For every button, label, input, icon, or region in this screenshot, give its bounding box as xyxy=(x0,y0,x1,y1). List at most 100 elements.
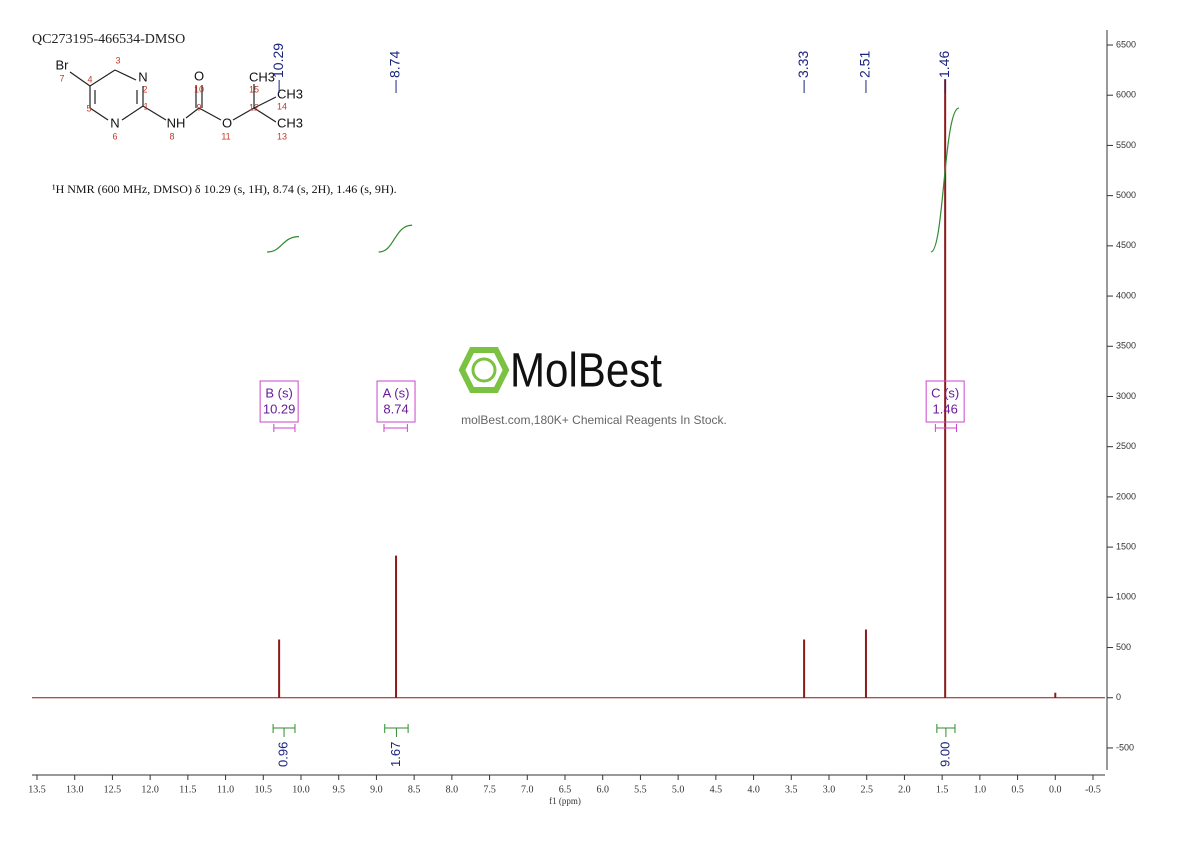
x-tick-label: 1.0 xyxy=(974,784,987,795)
x-tick-label: 7.0 xyxy=(521,784,534,795)
atom-label: Br xyxy=(56,57,70,72)
x-tick-label: 2.0 xyxy=(898,784,911,795)
y-tick-label: 2500 xyxy=(1116,441,1136,451)
atom-number: 9 xyxy=(196,102,201,112)
multiplet-shift: 10.29 xyxy=(263,401,296,416)
x-tick-label: 9.0 xyxy=(370,784,383,795)
atom-label: O xyxy=(194,68,204,83)
multiplet-shift: 1.46 xyxy=(933,401,958,416)
x-tick-label: 1.5 xyxy=(936,784,949,795)
x-tick-label: 6.5 xyxy=(559,784,572,795)
integral-curve xyxy=(378,224,413,253)
x-tick-label: 0.0 xyxy=(1049,784,1062,795)
atom-label: N xyxy=(110,115,119,130)
x-tick-label: 8.0 xyxy=(446,784,459,795)
x-tick-label: 5.0 xyxy=(672,784,685,795)
atom-label: CH3 xyxy=(277,115,303,130)
x-tick-label: 2.5 xyxy=(860,784,873,795)
y-tick-label: 3500 xyxy=(1116,341,1136,351)
x-tick-label: 3.5 xyxy=(785,784,798,795)
x-tick-label: -0.5 xyxy=(1085,784,1101,795)
x-tick-label: 9.5 xyxy=(332,784,345,795)
atom-number: 1 xyxy=(143,101,148,111)
x-tick-label: 10.0 xyxy=(292,784,310,795)
y-tick-label: 0 xyxy=(1116,692,1121,702)
integral-label: 0.96 xyxy=(275,742,290,767)
y-tick-label: 1500 xyxy=(1116,541,1136,551)
multiplet-range xyxy=(273,424,296,432)
atom-number: 8 xyxy=(169,131,174,141)
atom-label: NH xyxy=(167,115,186,130)
multiplet-name: C (s) xyxy=(931,385,959,400)
atom-number: 11 xyxy=(221,131,230,141)
y-tick-label: 6500 xyxy=(1116,39,1136,49)
y-tick-label: 4500 xyxy=(1116,240,1136,250)
structure-bonds xyxy=(69,69,277,123)
x-tick-label: 13.5 xyxy=(28,784,46,795)
y-tick-label: 6000 xyxy=(1116,90,1136,100)
y-tick-label: 500 xyxy=(1116,642,1131,652)
atom-number: 6 xyxy=(112,131,117,141)
atom-number: 3 xyxy=(115,55,120,65)
x-tick-label: 6.0 xyxy=(596,784,609,795)
x-tick-label: 5.5 xyxy=(634,784,647,795)
peak-label: 10.29 xyxy=(270,43,286,78)
atom-label: CH3 xyxy=(249,69,275,84)
atom-number: 14 xyxy=(277,101,287,111)
atom-number: 4 xyxy=(87,74,92,84)
x-tick-label: 10.5 xyxy=(255,784,273,795)
atom-label: CH3 xyxy=(277,86,303,101)
x-axis-label: f1 (ppm) xyxy=(549,796,581,806)
peak-label: 1.46 xyxy=(936,51,952,78)
multiplet-name: B (s) xyxy=(265,385,292,400)
atom-number: 7 xyxy=(59,73,64,83)
watermark-text: MolBest xyxy=(510,345,662,398)
multiplet-range xyxy=(934,424,957,432)
integral-label: 9.00 xyxy=(937,742,952,767)
atom-number: 2 xyxy=(142,84,147,94)
peak-label: 3.33 xyxy=(795,51,811,78)
atom-label: O xyxy=(222,115,232,130)
y-tick-label: -500 xyxy=(1116,742,1134,752)
y-tick-label: 1000 xyxy=(1116,592,1136,602)
integral-curve xyxy=(930,107,960,253)
peak-label: 8.74 xyxy=(387,51,403,78)
y-tick-label: 5500 xyxy=(1116,140,1136,150)
x-tick-label: 12.0 xyxy=(141,784,159,795)
watermark: MolBest molBest.com,180K+ Chemical Reage… xyxy=(458,345,727,427)
y-tick-label: 3000 xyxy=(1116,391,1136,401)
atom-number: 12 xyxy=(249,102,259,112)
x-tick-label: 12.5 xyxy=(104,784,122,795)
x-tick-label: 11.5 xyxy=(179,784,196,795)
integral-curve xyxy=(267,236,299,253)
x-tick-label: 13.0 xyxy=(66,784,84,795)
atom-number: 15 xyxy=(249,84,259,94)
multiplet-range xyxy=(383,424,408,432)
y-tick-label: 5000 xyxy=(1116,190,1136,200)
atom-label: N xyxy=(138,69,147,84)
integral-label: 1.67 xyxy=(388,742,403,767)
y-tick-label: 4000 xyxy=(1116,290,1136,300)
multiplet-box xyxy=(259,380,299,423)
x-tick-label: 0.5 xyxy=(1011,784,1024,795)
watermark-subtitle: molBest.com,180K+ Chemical Reagents In S… xyxy=(461,413,727,427)
nmr-description: ¹H NMR (600 MHz, DMSO) δ 10.29 (s, 1H), … xyxy=(52,182,397,196)
y-tick-label: 2000 xyxy=(1116,491,1136,501)
multiplet-shift: 8.74 xyxy=(383,401,408,416)
multiplet-box xyxy=(925,380,965,423)
multiplet-name: A (s) xyxy=(383,385,410,400)
x-tick-label: 7.5 xyxy=(483,784,496,795)
x-tick-label: 11.0 xyxy=(217,784,234,795)
peak-label: 2.51 xyxy=(857,51,873,78)
atom-number: 5 xyxy=(86,103,91,113)
x-tick-label: 3.0 xyxy=(823,784,836,795)
sample-title: QC273195-466534-DMSO xyxy=(32,32,185,47)
x-tick-label: 4.5 xyxy=(710,784,723,795)
atom-number: 13 xyxy=(277,131,287,141)
multiplet-box xyxy=(376,380,416,423)
x-tick-label: 4.0 xyxy=(747,784,760,795)
x-tick-label: 8.5 xyxy=(408,784,421,795)
atom-number: 10 xyxy=(194,84,204,94)
